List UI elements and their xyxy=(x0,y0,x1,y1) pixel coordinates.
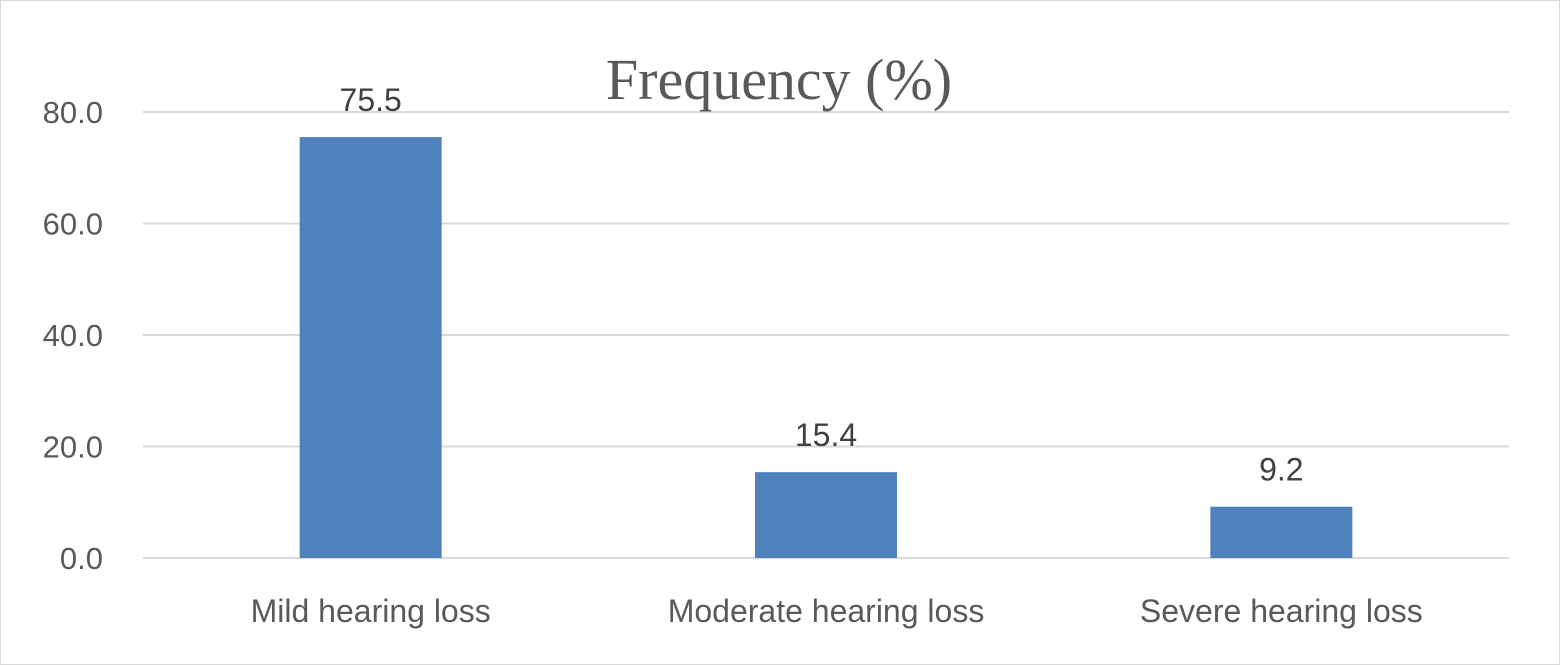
y-axis-ticks: 0.0 20.0 40.0 60.0 80.0 xyxy=(43,95,103,576)
y-tick-label: 80.0 xyxy=(43,95,103,130)
data-label: 15.4 xyxy=(795,417,857,453)
y-tick-label: 20.0 xyxy=(43,430,103,465)
data-label: 9.2 xyxy=(1259,452,1303,488)
x-category-label: Mild hearing loss xyxy=(251,593,491,629)
bars xyxy=(299,137,1353,558)
bar xyxy=(755,472,897,558)
chart-title: Frequency (%) xyxy=(606,47,952,112)
data-label: 75.5 xyxy=(340,82,402,118)
x-category-label: Severe hearing loss xyxy=(1140,593,1423,629)
y-tick-label: 0.0 xyxy=(60,541,103,576)
data-labels: 75.5 15.4 9.2 xyxy=(340,82,1304,488)
y-tick-label: 60.0 xyxy=(43,207,103,242)
bar xyxy=(299,137,442,558)
x-axis-categories: Mild hearing loss Moderate hearing loss Se… xyxy=(251,593,1423,629)
x-category-label: Moderate hearing loss xyxy=(668,593,985,629)
y-tick-label: 40.0 xyxy=(43,318,103,353)
bar xyxy=(1210,506,1353,558)
